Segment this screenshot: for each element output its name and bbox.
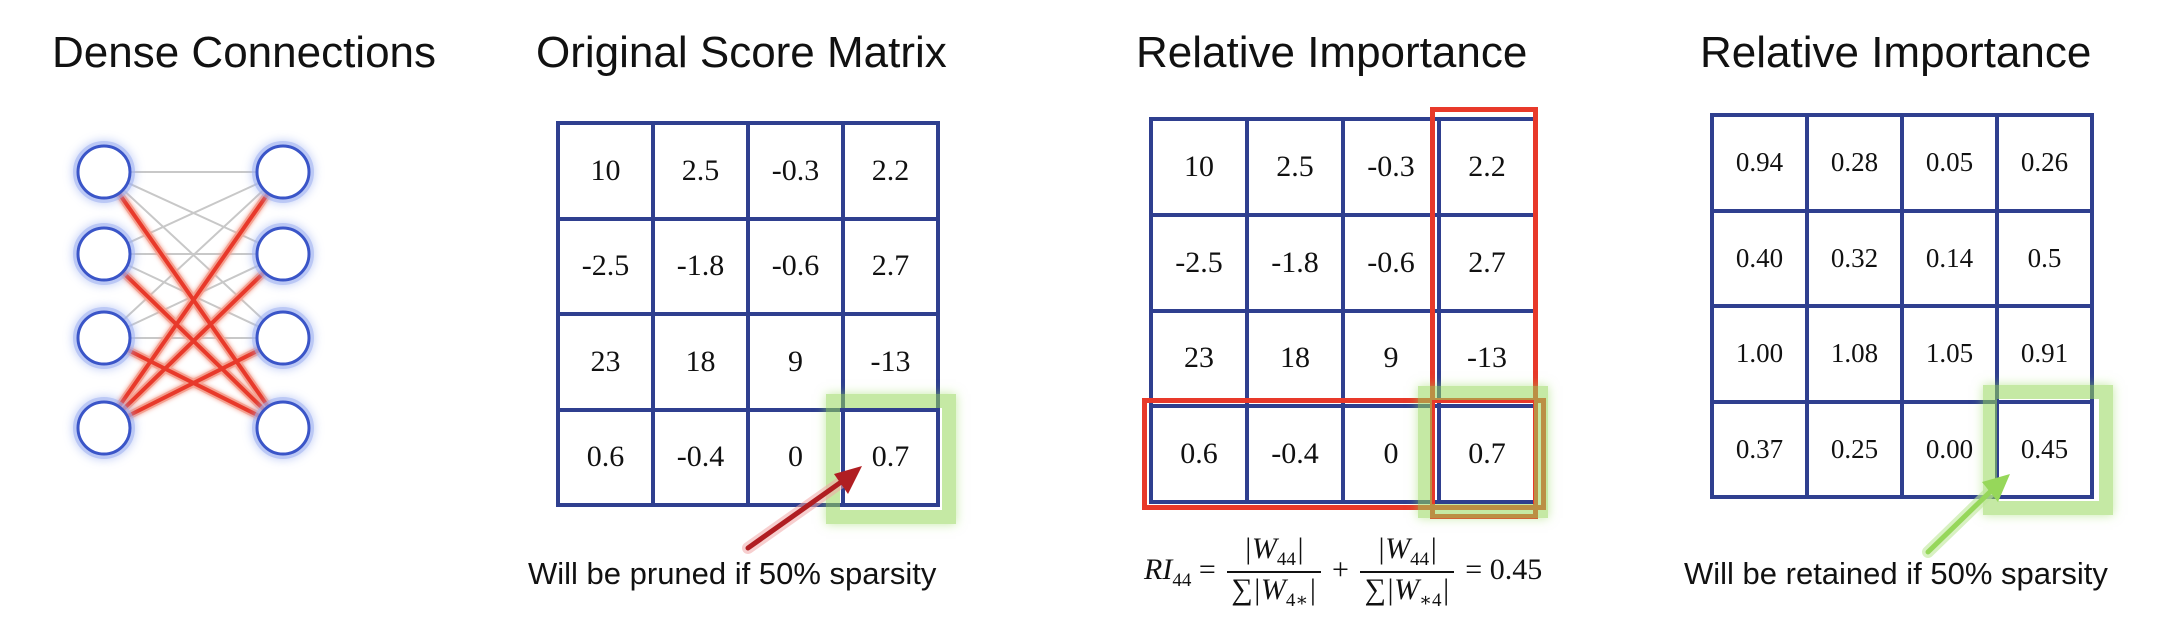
relative-importance-title-1: Relative Importance	[1136, 28, 1528, 77]
relative-importance-b-cell: 0.14	[1902, 210, 1997, 306]
relative-importance-a-cell: 0	[1343, 406, 1439, 502]
relative-importance-b-cell: 1.00	[1712, 306, 1807, 402]
original-score-cell: 2.7	[843, 218, 938, 314]
relative-importance-b-cell: 0.26	[1997, 115, 2092, 211]
input-node	[76, 310, 132, 366]
relative-importance-b-cell: 0.28	[1807, 115, 1902, 211]
original-score-cell: 2.5	[653, 123, 748, 219]
original-score-cell: 0	[748, 409, 843, 505]
original-score-cell: 23	[558, 314, 653, 410]
original-score-cell: 18	[653, 314, 748, 410]
formula-fraction-row: |W44| ∑|W4∗|	[1227, 532, 1321, 612]
relative-importance-b-cell: 1.05	[1902, 306, 1997, 402]
original-score-matrix: 10 2.5 -0.3 2.2 -2.5 -1.8 -0.6 2.7 23 18 9 -13 0.6 -0…	[556, 121, 940, 507]
dense-connections-title: Dense Connections	[52, 28, 437, 77]
dense-network-graph	[73, 141, 314, 459]
formula-plus: +	[1332, 552, 1349, 586]
input-node	[76, 400, 132, 456]
retained-caption: Will be retained if 50% sparsity	[1684, 556, 2108, 591]
highlighted-edges	[100, 168, 287, 432]
formula-result: 0.45	[1489, 552, 1543, 586]
relative-importance-a-cell: -13	[1439, 310, 1535, 407]
retained-arrow	[1922, 474, 2010, 558]
output-node	[255, 310, 311, 366]
relative-importance-a-cell: 10	[1151, 119, 1247, 215]
pruned-caption: Will be pruned if 50% sparsity	[528, 556, 937, 591]
red-edge	[102, 170, 285, 430]
output-node	[255, 226, 311, 282]
relative-importance-a-cell: 2.2	[1439, 119, 1535, 215]
relative-importance-b-cell: 0.5	[1997, 210, 2092, 306]
relative-importance-a-cell: -0.4	[1247, 406, 1343, 502]
relative-importance-b-cell: 0.94	[1712, 115, 1807, 211]
gray-edge	[103, 171, 284, 255]
relative-importance-b-cell: 0.05	[1902, 115, 1997, 211]
relative-importance-a-cell: 9	[1343, 310, 1439, 407]
network-nodes	[73, 141, 314, 459]
input-node	[76, 144, 132, 200]
relative-importance-b-cell: 0.91	[1997, 306, 2092, 402]
relative-importance-matrix-1: 10 2.5 -0.3 2.2 -2.5 -1.8 -0.6 2.7 23 18 9 -13 0.6 -0…	[1149, 117, 1537, 504]
formula-fraction-column: |W44| ∑|W∗4|	[1360, 532, 1454, 612]
relative-importance-title-2: Relative Importance	[1700, 28, 2092, 77]
relative-importance-a-cell: 23	[1151, 310, 1247, 407]
relative-importance-matrix-2: 0.94 0.28 0.05 0.26 0.40 0.32 0.14 0.5 1.00 1.08 1…	[1710, 113, 2094, 499]
original-score-cell: -1.8	[653, 218, 748, 314]
formula-equals-2: =	[1465, 552, 1483, 586]
red-edge	[102, 252, 285, 430]
relative-importance-b-cell: 0.37	[1712, 401, 1807, 497]
pruned-arrow	[742, 466, 862, 554]
red-edge	[102, 336, 285, 430]
relative-importance-a-cell: 0.6	[1151, 406, 1247, 502]
relative-importance-b-cell: 1.08	[1807, 306, 1902, 402]
relative-importance-b-cell: 0.40	[1712, 210, 1807, 306]
relative-importance-a-cell: 18	[1247, 310, 1343, 407]
input-node	[76, 226, 132, 282]
relative-importance-formula: RI44 = |W44| ∑|W4∗| + |W44| ∑|W∗4| = 0.4…	[1144, 532, 1542, 612]
original-score-cell: -0.3	[748, 123, 843, 219]
gray-edge	[103, 171, 284, 339]
original-score-cell: 10	[558, 123, 653, 219]
original-score-cell: 0.7	[843, 409, 938, 505]
original-score-cell: -2.5	[558, 218, 653, 314]
original-score-cell: 0.6	[558, 409, 653, 505]
original-score-cell: -0.6	[748, 218, 843, 314]
relative-importance-b-cell: 0.25	[1807, 401, 1902, 497]
output-node	[255, 400, 311, 456]
relative-importance-a-cell: -0.3	[1343, 119, 1439, 215]
original-score-cell: -13	[843, 314, 938, 410]
original-score-cell: 9	[748, 314, 843, 410]
formula-lhs: RI44	[1144, 552, 1192, 591]
output-node	[255, 144, 311, 200]
relative-importance-b-cell: 0.32	[1807, 210, 1902, 306]
relative-importance-b-cell: 0.45	[1997, 401, 2092, 497]
original-score-cell: 2.2	[843, 123, 938, 219]
relative-importance-a-cell: -2.5	[1151, 214, 1247, 311]
relative-importance-a-cell: -0.6	[1343, 214, 1439, 311]
formula-equals-1: =	[1198, 552, 1216, 586]
original-score-matrix-title: Original Score Matrix	[536, 28, 947, 77]
original-score-cell: -0.4	[653, 409, 748, 505]
relative-importance-a-cell: 2.5	[1247, 119, 1343, 215]
relative-importance-a-cell: -1.8	[1247, 214, 1343, 311]
relative-importance-a-cell: 0.7	[1439, 406, 1535, 502]
relative-importance-a-cell: 2.7	[1439, 214, 1535, 311]
